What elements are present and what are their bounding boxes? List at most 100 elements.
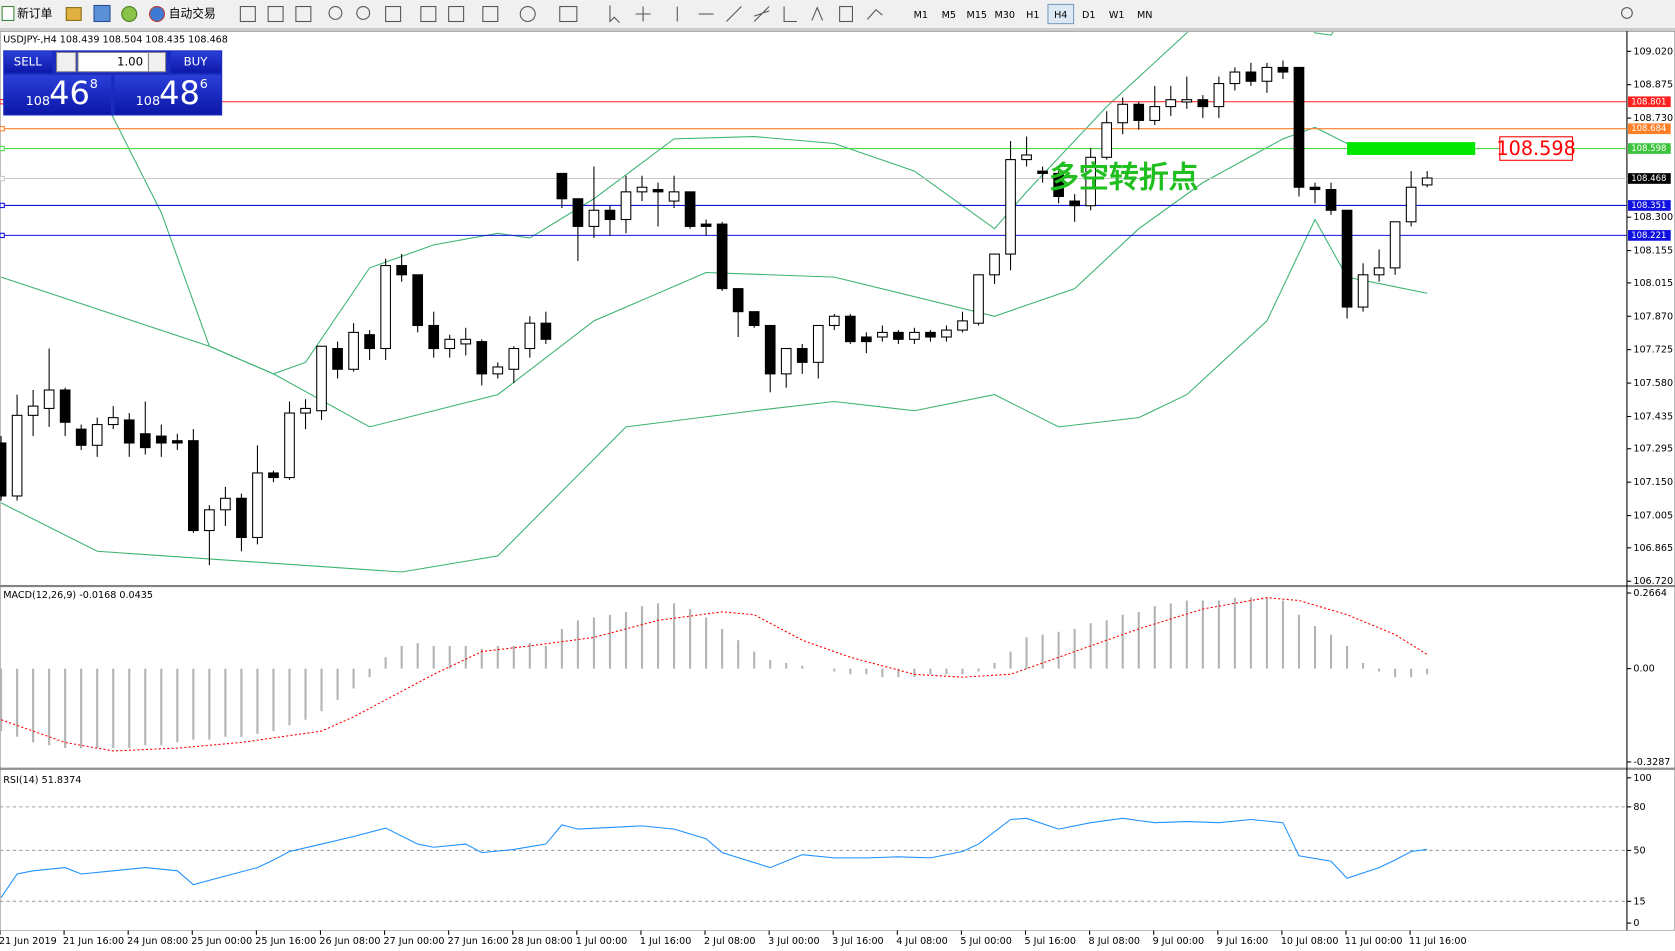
button-label: SELL — [14, 55, 42, 69]
price-line-handle — [0, 145, 5, 152]
price-pip: 8 — [90, 77, 98, 92]
y-tick-label: 15 — [1633, 896, 1645, 907]
candle-body — [1101, 122, 1113, 158]
icon-button[interactable] — [121, 6, 138, 23]
candle-body — [764, 324, 776, 375]
ask-price[interactable]: 108 48 6 — [114, 74, 222, 115]
x-tick-label: 4 Jul 08:00 — [896, 936, 948, 947]
icon-button[interactable] — [356, 6, 371, 20]
candle-body — [620, 191, 632, 221]
price-line-handle — [0, 202, 5, 209]
icon-button[interactable] — [726, 6, 742, 22]
candle-body — [1389, 221, 1401, 269]
candle-body — [492, 366, 504, 375]
timeframe-button[interactable]: M30 — [995, 10, 1016, 21]
macd-signal-line — [0, 597, 1428, 752]
icon-button[interactable] — [753, 6, 770, 22]
candle-body — [716, 223, 728, 290]
bollinger-band — [96, 32, 1334, 375]
candle-body — [1021, 154, 1032, 161]
icon-button[interactable] — [867, 9, 883, 20]
icon-button[interactable] — [385, 6, 402, 23]
candle-body — [1229, 71, 1241, 85]
timeframe-button[interactable]: H1 — [1026, 10, 1039, 21]
candle-body — [684, 191, 696, 227]
x-tick-label: 27 Jun 16:00 — [448, 936, 509, 947]
price-bg — [114, 74, 222, 115]
y-tick-label: 106.720 — [1633, 576, 1673, 587]
auto-trading-button[interactable]: 自动交易 — [149, 6, 216, 23]
icon-button[interactable] — [93, 4, 111, 23]
timeframe-button[interactable]: W1 — [1109, 10, 1125, 21]
icon-button[interactable] — [519, 6, 536, 23]
icon-button[interactable] — [448, 6, 465, 23]
candle-body — [11, 414, 23, 497]
x-tick-label: 9 Jul 16:00 — [1217, 936, 1269, 947]
price-line-handle — [0, 232, 5, 239]
timeframe-button[interactable]: MN — [1137, 10, 1152, 21]
timeframe-button[interactable]: M5 — [942, 10, 956, 21]
new-order-button[interactable]: 新订单 — [1, 6, 53, 21]
x-tick-label: 8 Jul 08:00 — [1089, 936, 1141, 947]
icon-button[interactable] — [635, 6, 651, 22]
candle-body — [43, 389, 55, 409]
bollinger-band — [0, 218, 1428, 573]
candle-body — [1277, 66, 1289, 73]
x-tick-label: 25 Jun 00:00 — [191, 936, 252, 947]
price-tag — [1627, 230, 1671, 241]
chart-title: USDJPY-,H4 108.439 108.504 108.435 108.4… — [3, 35, 228, 46]
candle-body — [1325, 189, 1337, 211]
icon-button[interactable] — [609, 5, 620, 23]
candle-body — [444, 338, 456, 350]
icon-button[interactable] — [65, 7, 82, 21]
icon-button[interactable] — [482, 6, 499, 23]
timeframe-button[interactable]: M15 — [967, 10, 988, 21]
icon-button[interactable] — [783, 6, 797, 23]
price-tag — [1627, 173, 1671, 184]
x-tick-label: 24 Jun 08:00 — [127, 936, 188, 947]
level-marker-label-box — [1499, 136, 1573, 161]
bid-price[interactable]: 108 46 8 — [4, 74, 112, 115]
buy-button[interactable]: BUY — [170, 51, 222, 73]
icon-button[interactable] — [811, 6, 824, 21]
candle-body — [1085, 156, 1097, 207]
icon-button[interactable] — [267, 6, 284, 23]
icon-button[interactable] — [420, 6, 437, 23]
timeframe-button[interactable]: H4 — [1054, 10, 1067, 21]
icon-button[interactable] — [328, 6, 343, 20]
icon-button[interactable] — [839, 6, 853, 23]
candle-body — [1261, 66, 1273, 82]
price-pip: 6 — [200, 77, 208, 92]
timeframe-button[interactable]: M1 — [914, 10, 928, 21]
button-label: 自动交易 — [169, 7, 216, 21]
candle-body — [1197, 99, 1209, 108]
rsi-title: RSI(14) 51.8374 — [3, 775, 81, 786]
y-tick-label: 50 — [1633, 845, 1645, 856]
icon-button[interactable] — [559, 6, 578, 23]
price-tag — [1627, 143, 1671, 154]
x-tick-label: 1 Jul 00:00 — [576, 936, 628, 947]
price-line-handle — [0, 175, 5, 182]
icon-button[interactable] — [239, 6, 256, 23]
candle-body — [204, 509, 215, 532]
lots-up[interactable] — [147, 51, 167, 73]
x-tick-label: 21 Jun 2019 — [0, 936, 57, 947]
timeframe-button[interactable]: D1 — [1082, 10, 1096, 21]
x-tick-label: 3 Jul 00:00 — [768, 936, 820, 947]
candle-body — [268, 472, 279, 479]
candle-body — [220, 497, 231, 511]
search-button[interactable] — [1621, 7, 1633, 19]
x-tick-label: 28 Jun 08:00 — [512, 936, 573, 947]
trade-panel: SELL 1.00 BUY 108 46 8 108 48 6 — [3, 50, 223, 116]
candle-body — [796, 347, 808, 363]
lots-down[interactable] — [56, 51, 77, 73]
toolbar — [0, 0, 1675, 29]
price-tag-label: 108.684 — [1631, 124, 1666, 134]
x-tick-label: 1 Jul 16:00 — [640, 936, 692, 947]
candle-body — [139, 433, 151, 449]
active-timeframe — [1047, 3, 1075, 25]
rsi-plot — [0, 806, 1627, 902]
x-tick-label: 27 Jun 00:00 — [383, 936, 444, 947]
sell-button[interactable]: SELL — [4, 51, 53, 73]
icon-button[interactable] — [295, 6, 312, 23]
